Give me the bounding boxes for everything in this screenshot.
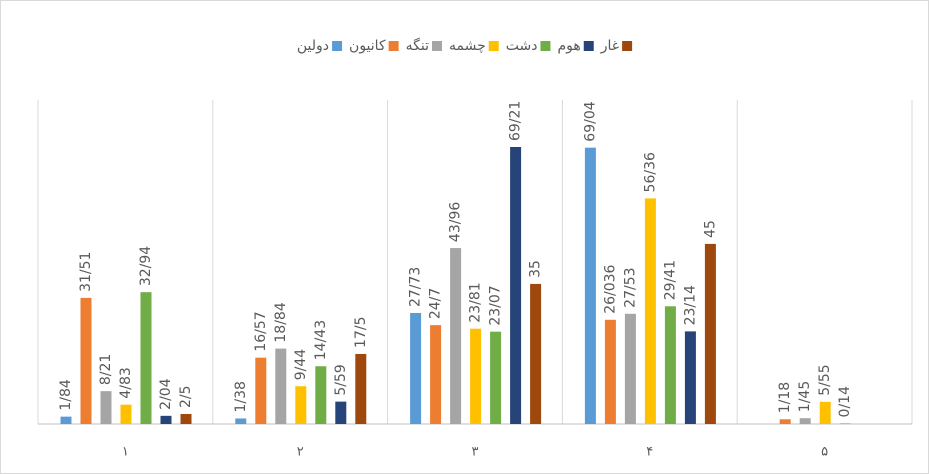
data-label: 35 (528, 260, 544, 278)
bar (685, 331, 696, 424)
bar (355, 354, 366, 424)
legend-swatch (332, 41, 342, 51)
data-label: 1/38 (233, 381, 249, 412)
data-label: 5/59 (333, 364, 349, 395)
data-label: 1/84 (58, 379, 74, 411)
data-label: 23/07 (488, 285, 504, 325)
bar (161, 416, 172, 424)
data-label: 31/51 (78, 252, 94, 292)
legend-label: هوم (557, 38, 580, 54)
legend-swatch (584, 41, 594, 51)
data-label: 24/7 (428, 288, 444, 319)
bar (530, 284, 541, 424)
data-label: 14/43 (313, 320, 329, 360)
legend-label: چشمه (449, 38, 486, 54)
bar (665, 306, 676, 424)
bar (840, 423, 851, 424)
bar (705, 244, 716, 424)
legend-swatch (622, 41, 632, 51)
x-tick-label: ۳ (472, 445, 479, 460)
bar (81, 298, 92, 424)
legend-label: دشت (506, 38, 538, 54)
data-label: 4/83 (118, 367, 134, 398)
legend-swatch (489, 41, 499, 51)
data-label: 5/55 (817, 364, 833, 395)
legend-swatch (389, 41, 399, 51)
bar (800, 418, 811, 424)
legend-label: کانیون (349, 38, 386, 54)
bar (255, 358, 266, 424)
bar (510, 147, 521, 424)
data-label: 23/14 (682, 285, 698, 325)
chart: دولین کانیون تنگه چشمه دشت هوم غار ۱ 1/84 31/51 8… (0, 0, 929, 474)
data-label: 56/36 (642, 152, 658, 192)
data-label: 9/44 (293, 349, 309, 381)
data-label: 2/04 (158, 378, 174, 410)
data-label: 16/57 (253, 311, 269, 351)
data-label: 69/04 (582, 101, 598, 141)
bar (181, 414, 192, 424)
bar (625, 314, 636, 424)
legend-label: دولین (297, 38, 329, 54)
bar (141, 292, 152, 424)
bar (645, 198, 656, 424)
bar (430, 325, 441, 424)
bar (490, 332, 501, 424)
data-label: 32/94 (138, 246, 154, 286)
data-label: 8/21 (98, 354, 114, 385)
legend-swatch (432, 41, 442, 51)
bar (121, 405, 132, 424)
bar (585, 148, 596, 424)
data-label: 45 (702, 220, 718, 238)
data-label: 26/036 (602, 264, 618, 313)
x-tick-label: ۲ (297, 445, 304, 460)
bar (61, 417, 72, 424)
data-label: 17/5 (353, 317, 369, 348)
data-label: 69/21 (508, 101, 524, 141)
bar (470, 329, 481, 424)
bar (335, 402, 346, 424)
bar (820, 402, 831, 424)
x-tick-label: ۵ (821, 445, 828, 460)
legend-swatch (540, 41, 550, 51)
data-label: 0/14 (837, 386, 853, 418)
data-label: 43/96 (448, 202, 464, 242)
bar (780, 419, 791, 424)
data-label: 29/41 (662, 260, 678, 300)
data-label: 18/84 (273, 302, 289, 342)
data-label: 27/53 (622, 267, 638, 307)
data-label: 1/45 (797, 381, 813, 412)
bar (101, 391, 112, 424)
legend-label: تنگه (406, 37, 429, 54)
bar (315, 366, 326, 424)
bar (605, 320, 616, 424)
data-label: 23/81 (468, 282, 484, 322)
bar (295, 386, 306, 424)
x-tick-label: ۴ (646, 445, 653, 460)
data-label: 27/73 (408, 267, 424, 307)
bar (235, 418, 246, 424)
bar (450, 248, 461, 424)
bar (275, 349, 286, 424)
legend-label: غار (600, 38, 619, 54)
data-label: 1/18 (777, 382, 793, 413)
bar (410, 313, 421, 424)
data-label: 2/5 (178, 385, 194, 408)
x-tick-label: ۱ (122, 445, 129, 460)
